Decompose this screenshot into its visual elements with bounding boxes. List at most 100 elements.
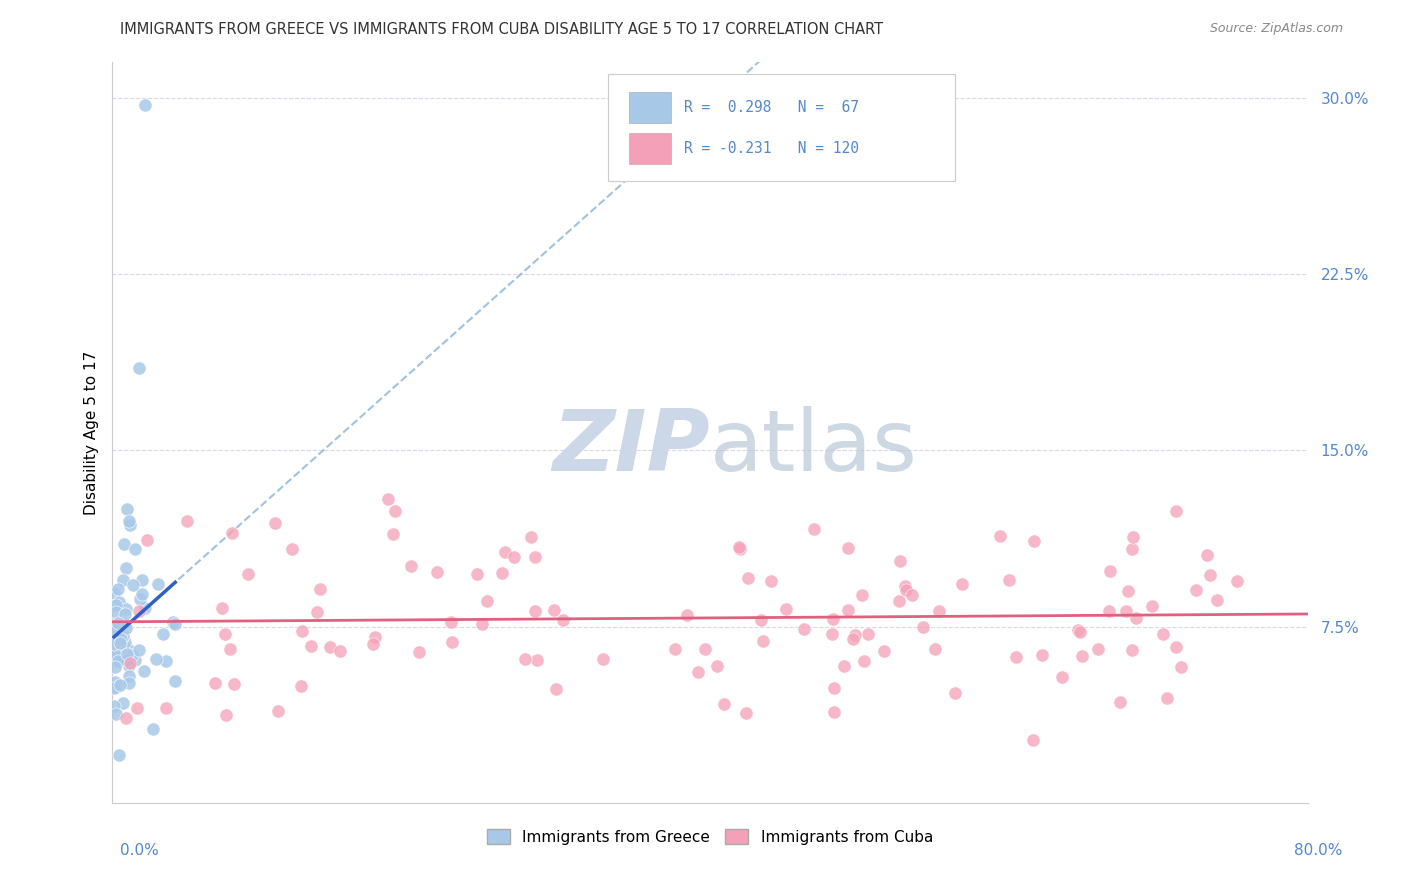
Point bbox=[408, 645, 430, 659]
Point bbox=[1199, 568, 1222, 582]
Point bbox=[107, 653, 129, 667]
Point bbox=[467, 566, 489, 581]
Point bbox=[928, 604, 950, 618]
Point bbox=[381, 527, 404, 541]
Point bbox=[114, 537, 135, 551]
Point bbox=[1022, 733, 1045, 747]
Point bbox=[162, 615, 184, 629]
Point bbox=[117, 658, 139, 673]
Point bbox=[441, 635, 464, 649]
Point bbox=[103, 637, 125, 651]
Point bbox=[664, 642, 686, 657]
Point bbox=[851, 589, 873, 603]
Point bbox=[592, 651, 614, 665]
Point bbox=[1195, 548, 1218, 562]
Point bbox=[105, 624, 128, 638]
Text: Source: ZipAtlas.com: Source: ZipAtlas.com bbox=[1209, 22, 1343, 36]
Point bbox=[105, 680, 128, 694]
Point bbox=[858, 627, 880, 641]
Point bbox=[873, 644, 896, 658]
Point bbox=[218, 641, 240, 656]
Point bbox=[134, 97, 156, 112]
Point bbox=[399, 559, 422, 574]
Point bbox=[118, 514, 141, 528]
Point bbox=[305, 605, 328, 619]
Point bbox=[128, 643, 150, 657]
Point bbox=[111, 628, 134, 642]
Point bbox=[224, 677, 246, 691]
Point bbox=[1226, 574, 1249, 588]
Point bbox=[120, 657, 142, 671]
Point bbox=[114, 711, 136, 725]
Text: R = -0.231   N = 120: R = -0.231 N = 120 bbox=[683, 141, 859, 156]
Point bbox=[364, 630, 387, 644]
Point bbox=[950, 576, 973, 591]
Point bbox=[844, 628, 866, 642]
Point bbox=[749, 614, 772, 628]
Point bbox=[1109, 695, 1132, 709]
Point bbox=[1067, 623, 1090, 637]
Point bbox=[728, 541, 751, 556]
Point bbox=[165, 616, 187, 631]
Point bbox=[832, 659, 855, 673]
Text: IMMIGRANTS FROM GREECE VS IMMIGRANTS FROM CUBA DISABILITY AGE 5 TO 17 CORRELATIO: IMMIGRANTS FROM GREECE VS IMMIGRANTS FRO… bbox=[120, 22, 883, 37]
Point bbox=[118, 669, 141, 683]
Point bbox=[821, 627, 844, 641]
Point bbox=[837, 603, 859, 617]
Bar bbox=[628, 133, 671, 164]
Point bbox=[824, 681, 846, 695]
Point bbox=[117, 502, 139, 516]
Point bbox=[1031, 648, 1053, 663]
Point bbox=[155, 654, 177, 668]
Point bbox=[727, 540, 749, 554]
Text: 0.0%: 0.0% bbox=[120, 843, 159, 858]
Point bbox=[103, 647, 125, 661]
Point bbox=[1087, 642, 1109, 657]
Point bbox=[291, 624, 314, 638]
Point bbox=[1098, 564, 1121, 578]
Point bbox=[329, 644, 352, 658]
Point bbox=[775, 602, 797, 616]
Text: 80.0%: 80.0% bbox=[1295, 843, 1343, 858]
Point bbox=[120, 518, 142, 533]
Text: atlas: atlas bbox=[710, 406, 918, 489]
Point bbox=[107, 582, 129, 596]
Point bbox=[793, 622, 815, 636]
Point bbox=[114, 607, 136, 622]
Point bbox=[105, 648, 128, 663]
Point bbox=[1164, 640, 1187, 655]
Point bbox=[145, 651, 167, 665]
Text: R =  0.298   N =  67: R = 0.298 N = 67 bbox=[683, 100, 859, 115]
Point bbox=[988, 529, 1011, 543]
Point bbox=[112, 696, 135, 710]
Legend: Immigrants from Greece, Immigrants from Cuba: Immigrants from Greece, Immigrants from … bbox=[481, 822, 939, 851]
Point bbox=[901, 588, 924, 602]
Point bbox=[165, 673, 187, 688]
Point bbox=[319, 640, 342, 654]
Point bbox=[889, 554, 911, 568]
Point bbox=[132, 664, 155, 678]
Point bbox=[124, 653, 146, 667]
Point bbox=[115, 647, 138, 661]
Point bbox=[1069, 625, 1091, 640]
Point bbox=[759, 574, 782, 589]
Point bbox=[108, 625, 131, 640]
Point bbox=[214, 708, 236, 723]
Point bbox=[104, 660, 127, 674]
Point bbox=[111, 573, 134, 587]
Point bbox=[128, 361, 150, 376]
Point bbox=[1121, 541, 1143, 556]
Point bbox=[706, 659, 728, 673]
Point bbox=[998, 573, 1021, 587]
Point bbox=[440, 615, 463, 629]
Point bbox=[377, 491, 399, 506]
Point bbox=[142, 722, 165, 736]
Point bbox=[543, 602, 565, 616]
Point bbox=[841, 632, 863, 647]
Point bbox=[134, 600, 156, 615]
Point bbox=[853, 655, 876, 669]
Point bbox=[118, 643, 141, 657]
Point bbox=[735, 706, 758, 720]
Point bbox=[105, 706, 128, 721]
Point bbox=[676, 607, 699, 622]
